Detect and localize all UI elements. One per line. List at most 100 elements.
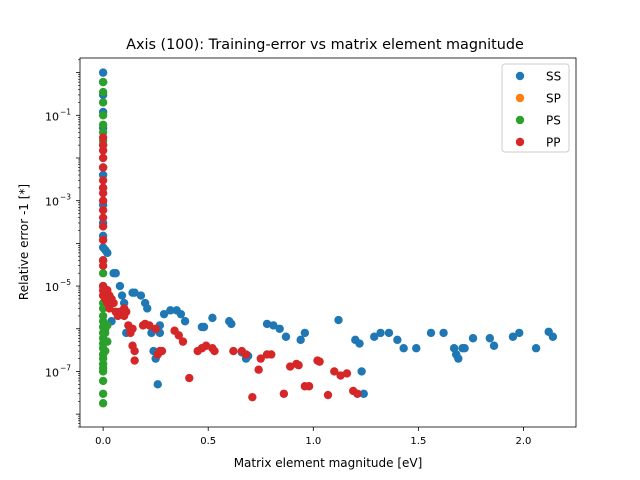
data-point xyxy=(122,307,131,316)
data-point xyxy=(101,346,110,356)
data-point xyxy=(103,321,112,330)
legend-marker xyxy=(515,71,525,81)
y-tick-exponent: −1 xyxy=(60,107,71,116)
data-point xyxy=(98,367,108,376)
data-point xyxy=(275,324,284,333)
data-point xyxy=(460,344,469,353)
data-point xyxy=(489,341,499,350)
legend-item-sp: SP xyxy=(515,92,561,106)
data-point xyxy=(285,362,295,371)
data-point xyxy=(304,382,314,391)
data-point xyxy=(98,87,108,97)
data-point xyxy=(256,354,265,363)
data-point xyxy=(199,322,209,332)
data-point xyxy=(98,68,108,77)
data-point xyxy=(178,337,188,346)
x-tick-label: 0.0 xyxy=(95,436,111,447)
data-point xyxy=(98,205,108,215)
x-tick-label: 2.0 xyxy=(516,436,532,447)
x-tick-label: 0.5 xyxy=(200,436,216,447)
legend-marker xyxy=(515,115,525,125)
data-point xyxy=(157,346,167,356)
data-point xyxy=(323,390,333,400)
data-point xyxy=(248,392,257,402)
data-point xyxy=(376,328,385,338)
axes-frame xyxy=(79,57,577,428)
data-point xyxy=(128,324,137,333)
data-point xyxy=(300,328,310,338)
data-point xyxy=(98,146,108,155)
data-point xyxy=(98,269,108,278)
data-point xyxy=(174,331,183,340)
data-point xyxy=(468,334,478,343)
data-point xyxy=(98,153,108,163)
data-point xyxy=(210,346,219,356)
y-tick-exponent: −7 xyxy=(60,363,71,372)
data-point xyxy=(130,346,139,356)
legend-item-ss: SS xyxy=(515,70,561,84)
data-point xyxy=(153,380,162,389)
data-point xyxy=(98,235,108,245)
data-point xyxy=(353,389,362,398)
data-point xyxy=(117,291,127,300)
data-point xyxy=(412,344,421,353)
legend-label: PP xyxy=(546,136,560,150)
data-point xyxy=(384,328,394,338)
legend-box xyxy=(501,63,570,153)
data-point xyxy=(330,367,339,376)
data-point xyxy=(130,356,139,365)
data-point xyxy=(370,332,379,341)
data-point xyxy=(98,222,108,231)
data-point xyxy=(227,319,236,329)
data-point xyxy=(176,309,186,319)
data-point xyxy=(98,120,108,129)
legend-label: SP xyxy=(546,92,561,106)
legend-label: PS xyxy=(546,114,561,128)
data-point xyxy=(508,332,518,341)
data-point xyxy=(208,313,217,323)
data-point xyxy=(294,361,303,370)
data-point xyxy=(166,306,175,315)
data-point xyxy=(454,354,463,363)
data-point xyxy=(115,281,125,291)
data-point xyxy=(98,213,108,222)
data-point xyxy=(159,309,169,319)
data-point xyxy=(281,332,291,341)
data-point xyxy=(229,346,238,356)
data-point xyxy=(151,324,160,333)
y-axis-label: Relative error -1 [*] xyxy=(17,184,31,300)
legend-item-pp: PP xyxy=(515,136,560,150)
data-point xyxy=(103,337,112,346)
legend: SS SP PS PP xyxy=(501,63,570,153)
data-point xyxy=(98,399,108,408)
data-point xyxy=(342,369,352,378)
data-point xyxy=(267,350,276,359)
data-point xyxy=(180,317,190,326)
data-point xyxy=(98,133,108,142)
data-point xyxy=(548,332,558,341)
legend-item-ps: PS xyxy=(515,114,561,128)
data-point xyxy=(143,304,152,313)
data-point xyxy=(515,328,524,338)
data-point xyxy=(439,328,448,338)
legend-marker xyxy=(515,93,525,103)
data-point xyxy=(98,176,108,185)
chart-title: Axis (100): Training-error vs matrix ele… xyxy=(126,37,524,53)
x-axis-ticks: 0.0 0.5 1.0 1.5 2.0 xyxy=(95,427,531,447)
data-point xyxy=(98,196,108,205)
x-tick-label: 1.5 xyxy=(410,436,426,447)
data-point xyxy=(262,319,272,329)
data-point xyxy=(315,357,324,366)
data-point xyxy=(393,335,402,345)
data-point xyxy=(130,288,139,297)
legend-label: SS xyxy=(546,70,561,84)
series-ps xyxy=(98,77,112,408)
data-point xyxy=(254,365,263,374)
data-point xyxy=(98,77,108,87)
data-point xyxy=(109,298,118,308)
data-point xyxy=(145,321,154,330)
series-pp xyxy=(98,133,362,402)
data-point xyxy=(336,371,345,380)
x-tick-label: 1.0 xyxy=(305,436,321,447)
